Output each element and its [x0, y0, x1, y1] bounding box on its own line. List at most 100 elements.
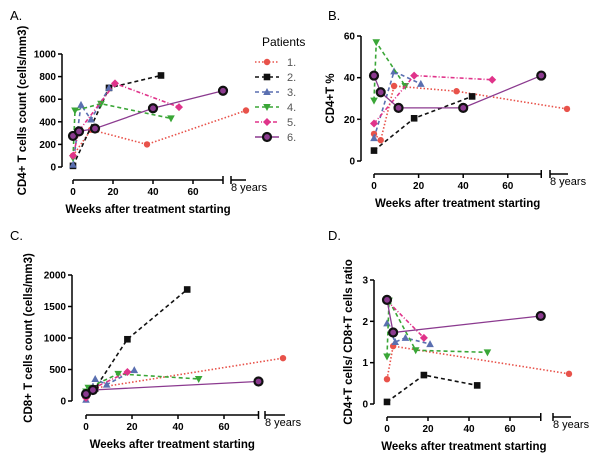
- marker-triangle-down: [167, 115, 175, 123]
- marker-triangle-down: [263, 104, 271, 111]
- marker-square: [468, 93, 476, 100]
- series-2: [383, 371, 481, 406]
- marker-diamond: [488, 75, 497, 84]
- y-tick-label: 1500: [44, 302, 67, 313]
- x-axis-title: Weeks after treatment starting: [381, 441, 546, 453]
- series-line: [85, 288, 188, 395]
- series-6: [67, 85, 229, 142]
- marker-circle: [383, 376, 391, 383]
- y-tick-label: 60: [344, 32, 356, 43]
- marker-triangle-up: [69, 160, 77, 168]
- marker-triangle-up: [91, 374, 99, 382]
- y-tick-label: 1000: [34, 50, 57, 61]
- marker-diamond: [175, 103, 183, 112]
- legend-label: 3.: [287, 87, 296, 99]
- series-line: [72, 109, 247, 157]
- legend-item: 6.: [255, 131, 296, 144]
- x-tick-label: 20: [422, 424, 434, 435]
- y-axis-title: CD4+ T cells count (cells/mm3): [17, 25, 29, 195]
- series-5: [69, 79, 183, 160]
- legend-item: 2.: [255, 72, 296, 84]
- marker-diamond: [123, 368, 132, 377]
- marker-triangle-up: [383, 319, 391, 327]
- marker-square: [383, 398, 391, 406]
- marker-ringed-circle: [381, 294, 393, 305]
- series-line: [386, 374, 478, 403]
- marker-ringed-circle: [458, 102, 469, 113]
- marker-circle: [390, 82, 398, 90]
- marker-circle: [377, 136, 384, 144]
- marker-triangle-up: [263, 88, 271, 95]
- x-break-label: 8 years: [550, 176, 587, 188]
- marker-ringed-circle: [261, 131, 273, 143]
- marker-triangle-up: [130, 366, 139, 374]
- marker-triangle-up: [370, 134, 378, 142]
- x-tick-label: 40: [147, 187, 159, 198]
- marker-square: [420, 371, 428, 379]
- panel-label: A.: [10, 8, 22, 23]
- x-tick-label: 0: [371, 181, 377, 192]
- y-axis-title: CD4+T %: [325, 73, 337, 123]
- marker-triangle-down: [114, 370, 122, 378]
- legend-label: 6.: [287, 132, 296, 144]
- x-tick-label: 60: [187, 187, 199, 198]
- y-tick-label: 400: [39, 117, 56, 128]
- legend-label: 2.: [287, 72, 296, 84]
- panel-label: C.: [10, 228, 23, 243]
- series-line: [386, 299, 541, 334]
- x-tick-label: 0: [70, 187, 76, 198]
- x-break-label: 8 years: [265, 417, 302, 429]
- marker-circle: [242, 107, 250, 114]
- marker-diamond: [111, 79, 119, 88]
- series-line: [85, 357, 284, 396]
- series-4: [383, 297, 492, 361]
- series-6: [381, 294, 546, 338]
- x-tick-label: 60: [504, 424, 516, 435]
- legend-item: 1.: [255, 57, 296, 69]
- marker-circle: [263, 58, 271, 66]
- marker-triangle-up: [390, 67, 398, 75]
- x-tick-label: 40: [458, 181, 470, 192]
- x-tick-label: 0: [83, 422, 89, 433]
- y-tick-label: 0: [349, 157, 355, 168]
- y-tick-label: 1: [362, 358, 368, 369]
- x-tick-label: 60: [218, 422, 230, 433]
- series-1: [383, 342, 573, 383]
- y-tick-label: 600: [39, 95, 56, 106]
- marker-ringed-circle: [253, 376, 264, 387]
- y-tick-label: 20: [344, 115, 356, 126]
- marker-triangle-down: [194, 375, 203, 383]
- panel-label: D.: [328, 228, 341, 243]
- marker-ringed-circle: [393, 102, 404, 113]
- legend-label: 4.: [287, 102, 296, 114]
- marker-ringed-circle: [536, 70, 547, 81]
- marker-ringed-circle: [73, 126, 85, 137]
- marker-triangle-down: [411, 347, 420, 355]
- x-tick-label: 40: [463, 424, 475, 435]
- panel-b: B. 0 20 40 60 0 20 40 60 8 years Weeks after treat…: [325, 8, 587, 210]
- marker-triangle-down: [370, 97, 378, 105]
- marker-triangle-down: [97, 100, 105, 108]
- y-tick-label: 40: [344, 73, 356, 84]
- marker-triangle-up: [426, 340, 434, 348]
- marker-ringed-circle: [89, 123, 101, 134]
- marker-square: [124, 335, 131, 343]
- legend-item: 3.: [255, 87, 296, 99]
- marker-triangle-down: [372, 39, 381, 47]
- y-tick-label: 2000: [44, 271, 67, 282]
- marker-ringed-circle: [375, 87, 386, 98]
- marker-ringed-circle: [535, 310, 546, 322]
- panel-d: D. 0 1 2 3 0 20 40 60 8 years Weeks after treatmen…: [328, 228, 590, 453]
- x-tick-label: 60: [502, 181, 514, 192]
- marker-triangle-up: [102, 380, 111, 388]
- marker-diamond: [69, 151, 77, 160]
- x-tick-label: 20: [126, 422, 138, 433]
- marker-ringed-circle: [87, 384, 99, 396]
- marker-circle: [143, 141, 151, 148]
- marker-ringed-circle: [368, 70, 380, 81]
- series-line: [72, 82, 180, 156]
- y-tick-label: 800: [39, 72, 56, 83]
- x-tick-label: 20: [413, 181, 425, 192]
